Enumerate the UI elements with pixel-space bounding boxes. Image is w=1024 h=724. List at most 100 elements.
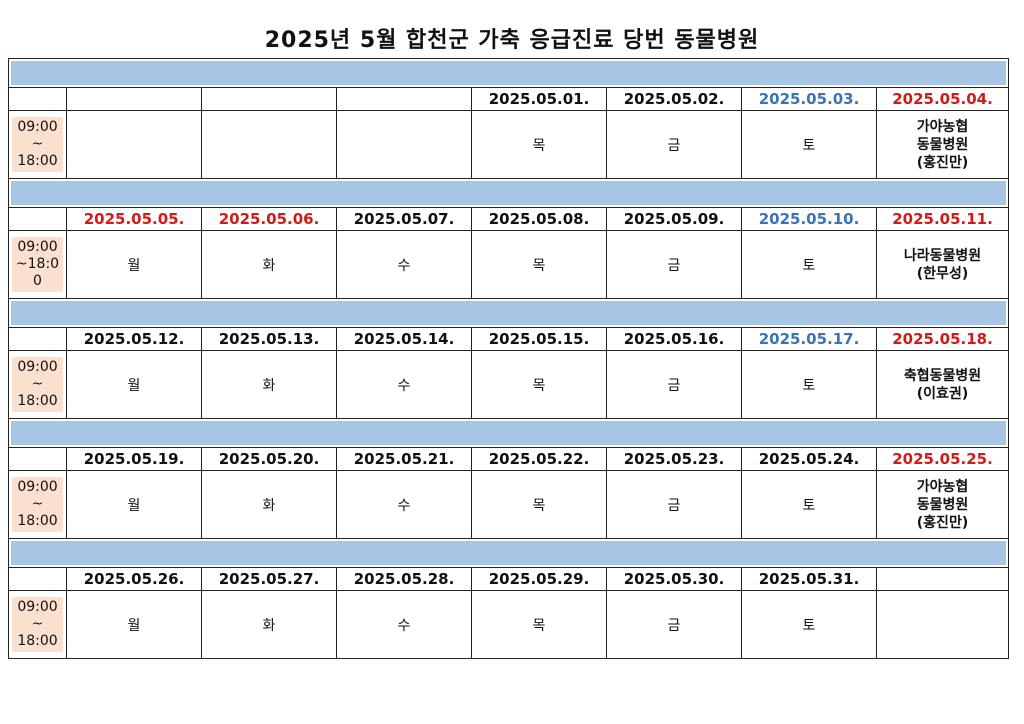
weekday-label: 토 [802, 497, 816, 514]
duty-row: 09:00 ~18:00 월 화 수 목 금 토 가야농협 동물병원 (홍진만) [8, 470, 1009, 539]
hours-line: 0 [33, 273, 42, 289]
hours-line: 18:00 [17, 153, 58, 169]
hospital-name-line: 가야농협 [916, 118, 969, 135]
schedule-body: 2025.05.01. 2025.05.02. 2025.05.03. 2025.05… [8, 58, 1009, 659]
date-cell: 2025.05.09. [606, 207, 742, 231]
weekday-cell: 목 [471, 470, 607, 539]
weekday-cell [201, 110, 337, 179]
time-cell: 09:00~18:00 [8, 590, 67, 659]
date-label: 2025.05.27. [218, 570, 320, 588]
date-label: 2025.05.30. [623, 570, 725, 588]
date-label: 2025.05.20. [218, 450, 320, 468]
week-separator-row [8, 58, 1009, 88]
duty-row: 09:00 ~18:00 월 화 수 목 금 토 축협동물병원 (이효권) [8, 350, 1009, 419]
weekday-label: 화 [262, 497, 276, 514]
date-cell: 2025.05.28. [336, 567, 472, 591]
weekday-cell: 금 [606, 350, 742, 419]
weekday-label: 화 [262, 257, 276, 274]
week-separator-bar [11, 421, 1006, 445]
date-label: 2025.05.01. [488, 90, 590, 108]
weekday-cell: 금 [606, 110, 742, 179]
weekday-cell: 목 [471, 110, 607, 179]
hours-line: ~ [31, 496, 44, 512]
date-row: 2025.05.19. 2025.05.20. 2025.05.21. 2025.05… [8, 447, 1009, 471]
hours-line: ~ [31, 136, 44, 152]
weekday-label: 목 [532, 617, 546, 634]
date-label: 2025.05.06. [218, 210, 320, 228]
weekday-cell [336, 110, 472, 179]
date-label: 2025.05.08. [488, 210, 590, 228]
date-cell: 2025.05.06. [201, 207, 337, 231]
hospital-name-line: (이효권) [916, 385, 969, 402]
weekday-cell: 목 [471, 230, 607, 299]
weekday-cell: 금 [606, 590, 742, 659]
date-label: 2025.05.15. [488, 330, 590, 348]
time-cell: 09:00~18:00 [8, 110, 67, 179]
week-separator-cell [8, 178, 1009, 208]
duty-row: 09:00 ~18:0 0 월 화 수 목 금 토 나라동물병원 (한무성) [8, 230, 1009, 299]
week-separator-row [8, 178, 1009, 208]
time-cell: 09:00~18:00 [8, 350, 67, 419]
date-row: 2025.05.26. 2025.05.27. 2025.05.28. 2025.05… [8, 567, 1009, 591]
date-row: 2025.05.05. 2025.05.06. 2025.05.07. 2025.05… [8, 207, 1009, 231]
date-cell: 2025.05.13. [201, 327, 337, 351]
date-cell: 2025.05.12. [66, 327, 202, 351]
weekday-cell: 금 [606, 230, 742, 299]
week-separator-row [8, 418, 1009, 448]
date-label: 2025.05.26. [83, 570, 185, 588]
date-row: 2025.05.12. 2025.05.13. 2025.05.14. 2025.05… [8, 327, 1009, 351]
date-cell [66, 87, 202, 111]
weekday-cell: 수 [336, 350, 472, 419]
date-label: 2025.05.07. [353, 210, 455, 228]
date-cell: 2025.05.20. [201, 447, 337, 471]
weekday-label: 목 [532, 257, 546, 274]
date-label: 2025.05.23. [623, 450, 725, 468]
weekday-cell: 수 [336, 590, 472, 659]
date-cell: 2025.05.07. [336, 207, 472, 231]
weekday-label: 수 [397, 377, 411, 394]
date-cell: 2025.05.23. [606, 447, 742, 471]
date-cell: 2025.05.01. [471, 87, 607, 111]
weekday-label: 목 [532, 377, 546, 394]
weekday-label: 수 [397, 257, 411, 274]
time-header-cell [8, 567, 67, 591]
date-label: 2025.05.29. [488, 570, 590, 588]
weekday-cell: 월 [66, 470, 202, 539]
date-label: 2025.05.10. [758, 210, 860, 228]
hospital-name-line: 나라동물병원 [903, 247, 982, 264]
weekday-cell: 월 [66, 590, 202, 659]
weekday-cell: 화 [201, 350, 337, 419]
hospital-name-line: 동물병원 [916, 136, 969, 153]
weekday-label: 토 [802, 257, 816, 274]
date-cell: 2025.05.19. [66, 447, 202, 471]
date-cell: 2025.05.04. [876, 87, 1009, 111]
hours-line: 09:00 [17, 239, 58, 255]
weekday-cell: 토 [741, 110, 877, 179]
date-label: 2025.05.09. [623, 210, 725, 228]
date-label: 2025.05.21. [353, 450, 455, 468]
week-separator-bar [11, 61, 1006, 85]
date-cell: 2025.05.29. [471, 567, 607, 591]
weekday-label: 금 [667, 497, 681, 514]
hours-line: 09:00 [17, 119, 58, 135]
date-row: 2025.05.01. 2025.05.02. 2025.05.03. 2025.05… [8, 87, 1009, 111]
hospital-name-line: 축협동물병원 [903, 367, 982, 384]
date-cell: 2025.05.31. [741, 567, 877, 591]
hours-line: 18:00 [17, 393, 58, 409]
weekday-cell: 수 [336, 470, 472, 539]
date-cell: 2025.05.17. [741, 327, 877, 351]
date-label: 2025.05.24. [758, 450, 860, 468]
hours-label: 09:00~18:00 [12, 117, 63, 172]
week-separator-bar [11, 181, 1006, 205]
duty-row: 09:00 ~18:00 목 금 토 가야농협 동물병원 (홍진만) [8, 110, 1009, 179]
hospital-name-line: 가야농협 [916, 478, 969, 495]
weekday-label: 월 [127, 377, 141, 394]
date-cell: 2025.05.30. [606, 567, 742, 591]
hospital-name-line: 동물병원 [916, 496, 969, 513]
time-header-cell [8, 207, 67, 231]
sunday-hospital-cell: 가야농협 동물병원 (홍진만) [876, 110, 1009, 179]
hospital-name-line: (한무성) [916, 265, 969, 282]
sunday-hospital-cell: 가야농협 동물병원 (홍진만) [876, 470, 1009, 539]
date-label: 2025.05.05. [83, 210, 185, 228]
weekday-label: 목 [532, 137, 546, 154]
